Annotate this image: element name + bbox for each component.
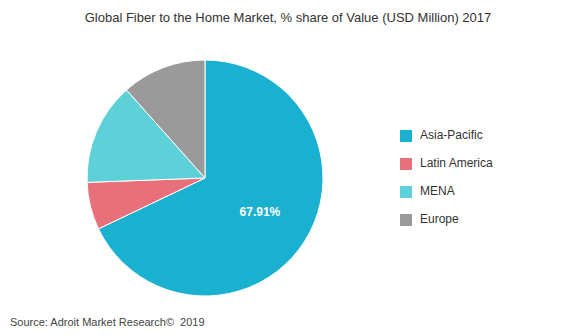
data-label: 67.91% xyxy=(240,205,281,219)
chart-container: Global Fiber to the Home Market, % share… xyxy=(0,0,576,336)
pie xyxy=(87,60,323,296)
source-note: Source: Adroit Market Research© 2019 xyxy=(10,316,205,328)
legend-label: Latin America xyxy=(420,156,493,170)
legend-label: MENA xyxy=(420,184,455,198)
legend-label: Europe xyxy=(420,212,459,226)
legend-swatch xyxy=(400,214,412,226)
chart: Global Fiber to the Home Market, % share… xyxy=(0,0,576,336)
legend: Asia-Pacific Latin America MENA Europe xyxy=(400,128,493,226)
legend-swatch xyxy=(400,158,412,170)
legend-swatch xyxy=(400,186,412,198)
legend-swatch xyxy=(400,130,412,142)
title: Global Fiber to the Home Market, % share… xyxy=(85,10,492,25)
legend-label: Asia-Pacific xyxy=(420,128,483,142)
pie-slice xyxy=(87,178,205,229)
data-labels: 67.91% xyxy=(240,205,281,219)
pie-slice xyxy=(126,60,205,178)
